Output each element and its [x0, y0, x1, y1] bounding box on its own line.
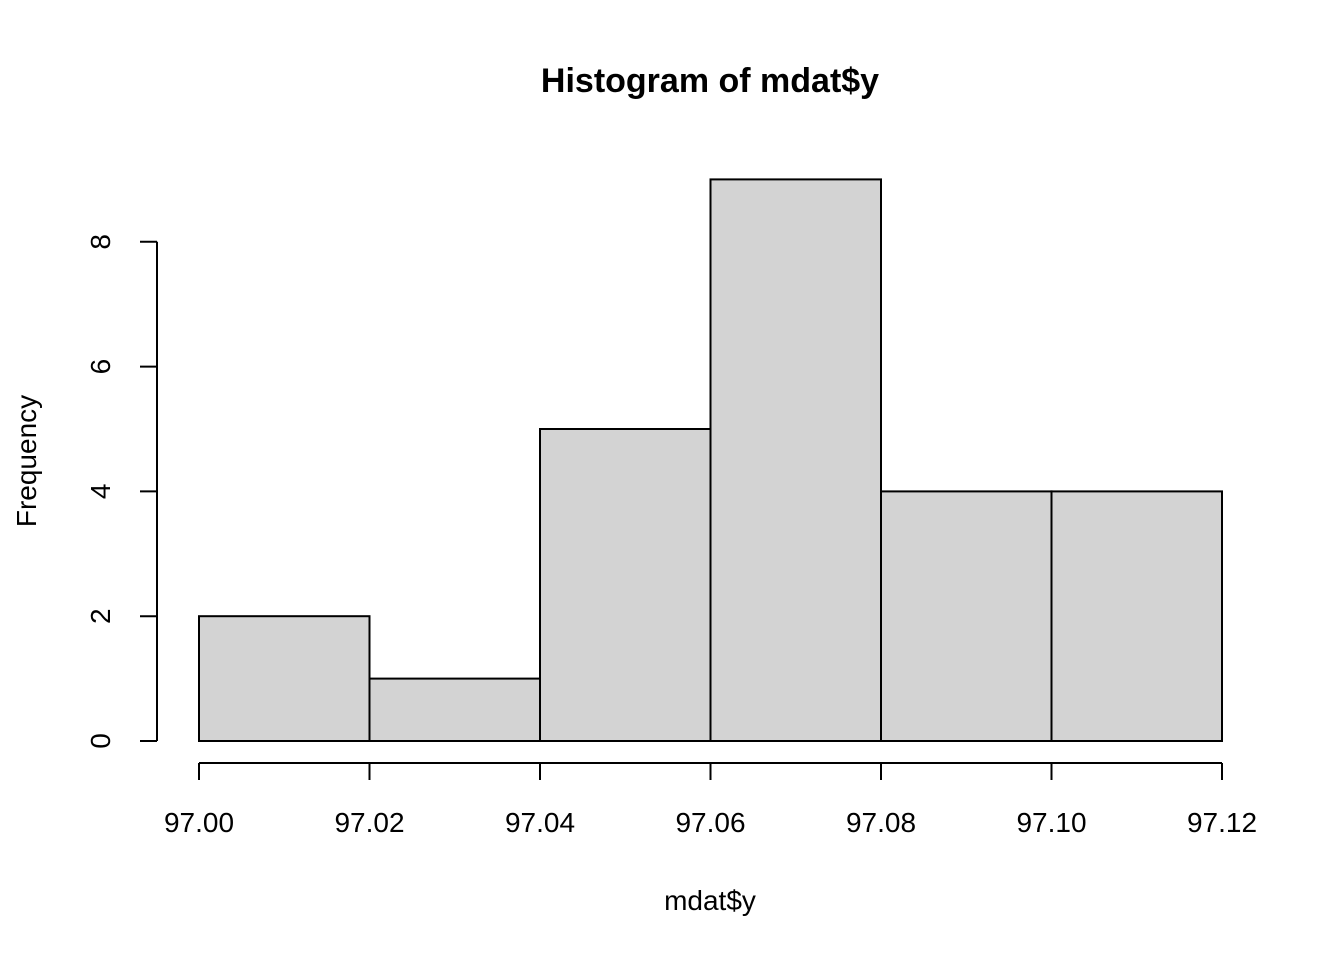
chart-title: Histogram of mdat$y — [541, 62, 879, 100]
histogram-bar-3 — [709, 178, 882, 742]
y-tick-label-4: 8 — [85, 234, 116, 250]
x-tick-label-5: 97.10 — [1016, 807, 1086, 838]
x-tick-label-3: 97.06 — [675, 807, 745, 838]
x-tick-label-6: 97.12 — [1187, 807, 1257, 838]
y-tick-label-0: 0 — [85, 733, 116, 749]
x-axis-label: mdat$y — [664, 885, 756, 916]
x-tick-label-0: 97.00 — [164, 807, 234, 838]
y-axis-label: Frequency — [11, 395, 42, 527]
x-tick-label-4: 97.08 — [846, 807, 916, 838]
y-tick-label-1: 2 — [85, 608, 116, 624]
x-axis: 97.00 97.02 97.04 97.06 97.08 97.10 97.12 — [164, 762, 1257, 838]
x-tick-label-1: 97.02 — [334, 807, 404, 838]
histogram-bar-4 — [880, 490, 1053, 742]
y-axis: 0 2 4 6 8 — [85, 234, 158, 749]
histogram-bar-5 — [1050, 490, 1223, 742]
y-tick-label-3: 6 — [85, 359, 116, 375]
histogram-bar-2 — [539, 428, 712, 742]
bars-group — [198, 178, 1223, 743]
x-tick-label-2: 97.04 — [505, 807, 575, 838]
y-tick-label-2: 4 — [85, 484, 116, 500]
histogram-bar-1 — [368, 677, 541, 742]
histogram-bar-0 — [198, 615, 371, 743]
